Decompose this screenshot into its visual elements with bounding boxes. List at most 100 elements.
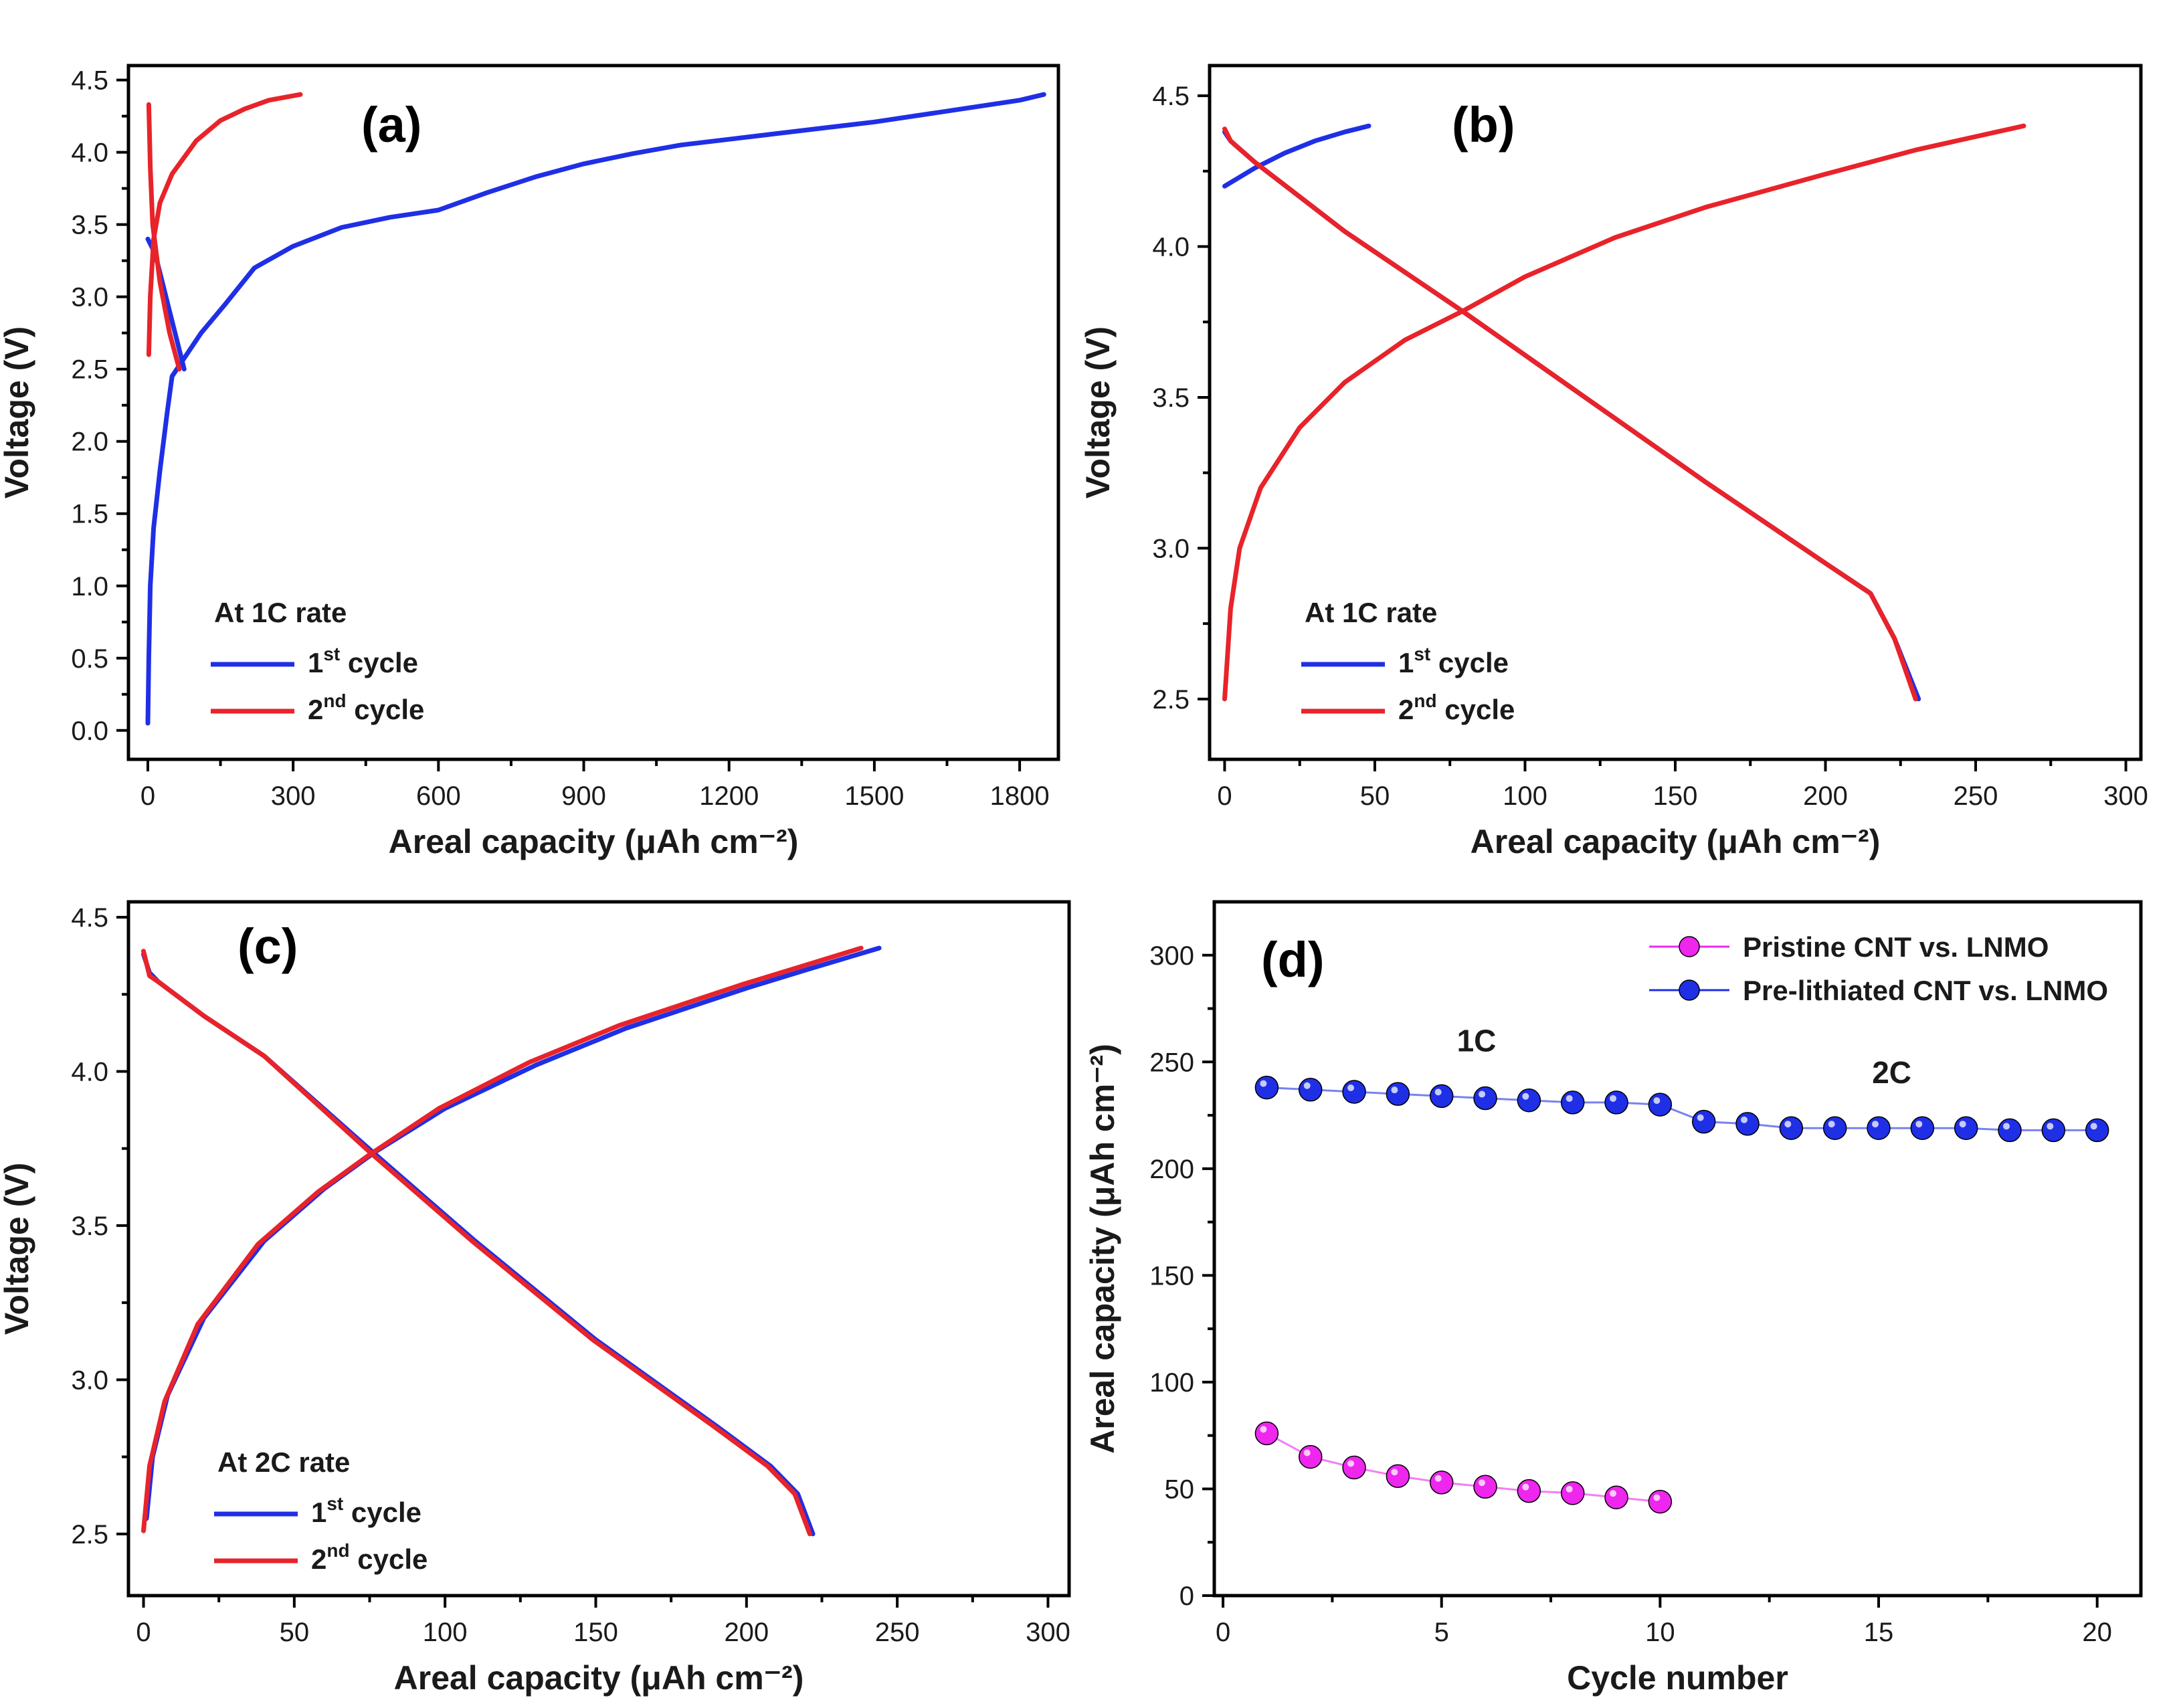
panel-label: (d) <box>1261 932 1325 987</box>
y-tick-label: 4.5 <box>71 66 108 96</box>
x-tick-label: 150 <box>573 1618 618 1647</box>
panel-label: (c) <box>238 919 298 974</box>
legend-entry: 1st cycle <box>1398 644 1509 678</box>
data-point <box>1517 1088 1541 1113</box>
annotation-1c: 1C <box>1457 1023 1497 1058</box>
data-point-highlight <box>1260 1080 1267 1087</box>
y-tick-label: 4.0 <box>71 138 108 168</box>
data-point-highlight <box>1610 1490 1617 1497</box>
data-point <box>1560 1090 1585 1115</box>
data-point-highlight <box>2090 1123 2097 1130</box>
data-point <box>1254 1075 1279 1100</box>
data-point <box>1998 1118 2022 1143</box>
x-tick-label: 5 <box>1434 1618 1449 1647</box>
data-point <box>1691 1109 1716 1134</box>
x-tick-label: 250 <box>875 1618 920 1647</box>
y-axis-title: Voltage (V) <box>0 326 35 498</box>
y-tick-label: 3.0 <box>71 283 108 312</box>
legend-swatch-marker <box>1679 979 1700 1001</box>
y-tick-label: 2.5 <box>71 1520 108 1549</box>
data-point <box>1604 1090 1628 1115</box>
panel-label: (b) <box>1452 97 1515 153</box>
data-point-highlight <box>1479 1479 1486 1487</box>
data-point-highlight <box>1697 1114 1704 1121</box>
y-tick-label: 50 <box>1165 1475 1195 1504</box>
plot-frame <box>126 900 1071 1598</box>
data-point <box>1517 1479 1541 1503</box>
data-point-highlight <box>2047 1123 2054 1130</box>
y-tick-label: 0.0 <box>71 717 108 746</box>
legend-title: At 2C rate <box>217 1446 350 1478</box>
series-line-2nd-cycle <box>146 102 182 372</box>
data-point <box>1735 1112 1760 1136</box>
y-axis-title: Voltage (V) <box>0 1163 35 1335</box>
legend-entry: 2nd cycle <box>1398 690 1515 725</box>
x-tick-label: 0 <box>1216 1618 1230 1647</box>
y-axis-title: Voltage (V) <box>1079 326 1117 498</box>
data-point <box>1954 1116 1978 1140</box>
panel-c: 0 50 100 150 200 250 300 2.5 3.0 3.5 4.0 4.5 Areal c… <box>0 900 1071 1697</box>
x-tick-label: 100 <box>1503 781 1547 811</box>
data-point <box>1386 1464 1410 1489</box>
legend-title: At 1C rate <box>214 597 347 628</box>
y-tick-label: 300 <box>1149 941 1194 971</box>
y-tick-label: 200 <box>1149 1155 1194 1184</box>
plot-frame <box>1208 64 2143 761</box>
annotation-2c: 2C <box>1872 1055 1911 1090</box>
y-tick-label: 250 <box>1149 1048 1194 1077</box>
x-tick-label: 1200 <box>699 781 759 811</box>
legend-title: At 1C rate <box>1305 597 1437 628</box>
y-tick-label: 2.5 <box>1152 685 1190 715</box>
data-point-highlight <box>1566 1485 1573 1493</box>
panel-label: (a) <box>361 97 421 153</box>
legend-entry: 1st cycle <box>308 644 418 678</box>
data-point <box>1298 1444 1323 1469</box>
data-point-highlight <box>1303 1082 1311 1089</box>
x-tick-label: 200 <box>724 1618 769 1647</box>
data-point <box>1386 1082 1410 1106</box>
y-tick-label: 4.5 <box>71 903 108 933</box>
series-line-2nd-cycle <box>141 949 812 1537</box>
x-tick-label: 900 <box>561 781 606 811</box>
y-axis-title: Areal capacity (μAh cm⁻²) <box>1084 1044 1121 1454</box>
x-tick-label: 15 <box>1864 1618 1894 1647</box>
data-point-highlight <box>1566 1095 1573 1102</box>
data-point <box>1910 1116 1935 1140</box>
data-point-highlight <box>1828 1121 1835 1128</box>
x-tick-label: 0 <box>136 1618 151 1647</box>
series-line-1st-cycle <box>145 92 1046 726</box>
x-tick-label: 0 <box>1217 781 1232 811</box>
data-point <box>1604 1485 1628 1509</box>
y-tick-label: 150 <box>1149 1261 1194 1291</box>
series-line-2nd-cycle <box>1222 126 1918 702</box>
x-tick-label: 20 <box>2082 1618 2112 1647</box>
y-tick-label: 100 <box>1149 1368 1194 1398</box>
x-tick-label: 1800 <box>990 781 1050 811</box>
y-tick-label: 0.5 <box>71 644 108 674</box>
x-tick-label: 1500 <box>844 781 904 811</box>
x-tick-label: 150 <box>1653 781 1698 811</box>
data-point <box>1822 1116 1847 1140</box>
data-point-highlight <box>1653 1494 1661 1501</box>
data-point <box>1342 1080 1366 1104</box>
data-point <box>2085 1118 2109 1143</box>
x-axis-title: Cycle number <box>1567 1659 1788 1697</box>
data-point <box>1473 1475 1497 1499</box>
data-point <box>1254 1421 1279 1446</box>
legend-entry: 2nd cycle <box>308 690 424 725</box>
y-tick-label: 3.5 <box>71 211 108 240</box>
data-point <box>1648 1093 1673 1117</box>
plot-frame <box>126 64 1060 761</box>
series-connector <box>1266 1432 1661 1503</box>
plot-frame <box>1212 900 2143 1598</box>
series-line-1st-cycle <box>1222 123 1372 189</box>
data-point <box>1648 1489 1673 1514</box>
x-tick-label: 0 <box>140 781 155 811</box>
x-tick-label: 300 <box>1026 1618 1070 1647</box>
data-point <box>1429 1084 1454 1109</box>
y-tick-label: 3.5 <box>71 1212 108 1241</box>
x-tick-label: 50 <box>1360 781 1390 811</box>
x-tick-label: 250 <box>1954 781 1998 811</box>
data-point-highlight <box>1347 1460 1355 1467</box>
